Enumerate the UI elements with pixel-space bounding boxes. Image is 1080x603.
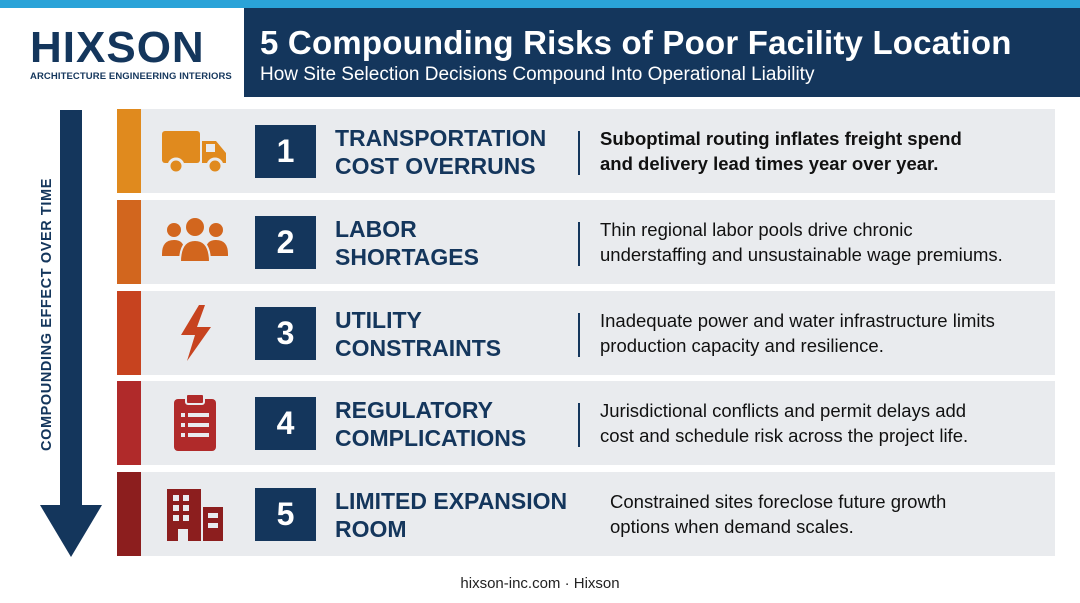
risk-desc-line-1: Inadequate power and water infrastructur… — [600, 310, 995, 331]
risk-title-line-1: LABOR — [335, 216, 417, 242]
risk-desc-line-2: options when demand scales. — [610, 516, 854, 537]
risk-number: 3 — [255, 307, 316, 360]
header-bar — [244, 8, 1080, 97]
risk-description: Suboptimal routing inflates freight spen… — [600, 126, 962, 176]
risk-row-1: 1 TRANSPORTATION COST OVERRUNS Suboptima… — [117, 109, 1055, 193]
page-subtitle: How Site Selection Decisions Compound In… — [260, 64, 815, 85]
risk-desc-line-2: cost and schedule risk across the projec… — [600, 425, 969, 446]
risk-number: 5 — [255, 488, 316, 541]
down-arrow-icon — [40, 505, 102, 557]
risk-title-line-2: CONSTRAINTS — [335, 335, 502, 361]
risk-desc-line-1: Thin regional labor pools drive chronic — [600, 219, 913, 240]
risk-row-5: 5 LIMITED EXPANSION ROOM Constrained sit… — [117, 472, 1055, 556]
risk-title: TRANSPORTATION COST OVERRUNS — [335, 124, 546, 180]
risk-desc-line-2: production capacity and resilience. — [600, 335, 884, 356]
risk-title: REGULATORY COMPLICATIONS — [335, 396, 526, 452]
logo-wordmark: HIXSON — [30, 23, 205, 72]
risk-number: 4 — [255, 397, 316, 450]
people-icon — [159, 216, 231, 268]
risk-number: 1 — [255, 125, 316, 178]
risk-title-line-1: REGULATORY — [335, 397, 494, 423]
risk-title: LABOR SHORTAGES — [335, 215, 479, 271]
risk-description: Constrained sites foreclose future growt… — [610, 489, 946, 539]
row-accent-bar — [117, 472, 141, 556]
divider — [578, 313, 580, 357]
risk-desc-line-2: understaffing and unsustainable wage pre… — [600, 244, 1003, 265]
divider — [578, 131, 580, 175]
risk-description: Thin regional labor pools drive chronic … — [600, 217, 1003, 267]
building-icon — [159, 488, 231, 541]
axis-label: COMPOUNDING EFFECT OVER TIME — [39, 178, 55, 452]
risk-desc-line-1: Jurisdictional conflicts and permit dela… — [600, 400, 967, 421]
risk-title-line-2: SHORTAGES — [335, 244, 479, 270]
risk-row-3: 3 UTILITY CONSTRAINTS Inadequate power a… — [117, 291, 1055, 375]
risk-row-4: 4 REGULATORY COMPLICATIONS Jurisdictiona… — [117, 381, 1055, 465]
risk-title-line-2: ROOM — [335, 516, 407, 542]
risk-title-line-2: COST OVERRUNS — [335, 153, 536, 179]
risk-desc-line-1: Suboptimal routing inflates freight spen… — [600, 128, 962, 149]
timeline-arrow-shaft — [60, 110, 82, 510]
truck-icon — [159, 125, 231, 177]
risk-desc-line-1: Constrained sites foreclose future growt… — [610, 491, 947, 512]
risk-row-2: 2 LABOR SHORTAGES Thin regional labor po… — [117, 200, 1055, 284]
divider — [578, 222, 580, 266]
divider — [578, 403, 580, 447]
risk-title: LIMITED EXPANSION ROOM — [335, 487, 567, 543]
lightning-icon — [159, 305, 231, 361]
clipboard-icon — [159, 393, 231, 451]
row-accent-bar — [117, 200, 141, 284]
risk-title-line-1: TRANSPORTATION — [335, 125, 547, 151]
top-accent-stripe — [0, 0, 1080, 8]
risk-title-line-1: UTILITY — [335, 307, 422, 333]
hixson-logo: HIXSON ARCHITECTURE ENGINEERING INTERIOR… — [30, 23, 235, 83]
footer-credit: hixson-inc.com · Hixson — [460, 575, 620, 592]
page-title: 5 Compounding Risks of Poor Facility Loc… — [260, 24, 1012, 61]
row-accent-bar — [117, 381, 141, 465]
risk-number: 2 — [255, 216, 316, 269]
risk-desc-line-2: and delivery lead times year over year. — [600, 153, 939, 174]
risk-title-line-2: COMPLICATIONS — [335, 425, 527, 451]
risk-title-line-1: LIMITED EXPANSION — [335, 488, 568, 514]
risk-description: Inadequate power and water infrastructur… — [600, 308, 995, 358]
row-accent-bar — [117, 109, 141, 193]
risk-description: Jurisdictional conflicts and permit dela… — [600, 398, 968, 448]
risk-title: UTILITY CONSTRAINTS — [335, 306, 501, 362]
logo-tagline: ARCHITECTURE ENGINEERING INTERIORS — [30, 71, 232, 82]
row-accent-bar — [117, 291, 141, 375]
